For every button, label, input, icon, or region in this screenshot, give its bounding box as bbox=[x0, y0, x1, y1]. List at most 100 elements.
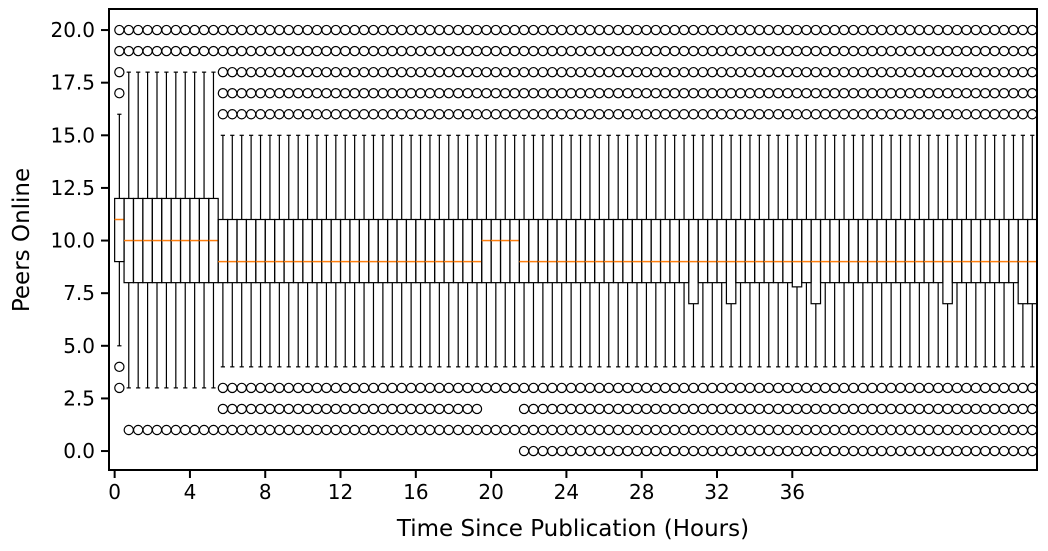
outlier-point bbox=[114, 66, 125, 78]
outlier-point bbox=[274, 88, 285, 99]
box-45.75 bbox=[970, 24, 982, 457]
outlier-point bbox=[820, 45, 831, 57]
box bbox=[358, 218, 370, 284]
outlier-point bbox=[669, 382, 680, 394]
outlier-point bbox=[471, 109, 483, 120]
outlier-point bbox=[500, 424, 511, 436]
outlier-point bbox=[396, 424, 407, 436]
outlier-point bbox=[631, 403, 643, 415]
outlier-point bbox=[735, 66, 746, 78]
outlier-point bbox=[330, 382, 342, 394]
outlier-point bbox=[274, 109, 285, 120]
outlier-point bbox=[782, 109, 793, 120]
outlier-point bbox=[302, 24, 313, 36]
outlier-point bbox=[688, 66, 699, 78]
outlier-point bbox=[688, 109, 699, 120]
outlier-point bbox=[867, 445, 878, 457]
outlier-point bbox=[641, 88, 652, 99]
box-26.75 bbox=[612, 24, 624, 457]
outlier-point bbox=[980, 24, 991, 36]
outlier-point bbox=[923, 45, 934, 57]
x-tick-label: 16 bbox=[403, 480, 428, 504]
outlier-point bbox=[1017, 88, 1029, 99]
outlier-point bbox=[405, 424, 417, 436]
outlier-point bbox=[725, 66, 737, 78]
outlier-point bbox=[575, 45, 586, 57]
outlier-point bbox=[528, 445, 539, 457]
outlier-point bbox=[810, 24, 822, 36]
outlier-point bbox=[302, 66, 313, 78]
box bbox=[339, 218, 351, 284]
outlier-point bbox=[754, 66, 765, 78]
outlier-point bbox=[820, 24, 831, 36]
outlier-point bbox=[782, 382, 793, 394]
outlier-point bbox=[951, 109, 963, 120]
outlier-point bbox=[236, 109, 247, 120]
outlier-point bbox=[424, 88, 436, 99]
outlier-point bbox=[349, 88, 360, 99]
outlier-point bbox=[396, 45, 407, 57]
box bbox=[829, 218, 840, 284]
outlier-point bbox=[565, 45, 577, 57]
outlier-point bbox=[904, 109, 916, 120]
outlier-point bbox=[292, 382, 304, 394]
outlier-point bbox=[424, 45, 436, 57]
outlier-point bbox=[387, 424, 398, 436]
outlier-point bbox=[321, 88, 332, 99]
outlier-point bbox=[867, 382, 878, 394]
box-21.25 bbox=[509, 24, 520, 436]
outlier-point bbox=[857, 109, 869, 120]
outlier-point bbox=[772, 403, 784, 415]
outlier-point bbox=[189, 424, 200, 436]
outlier-point bbox=[340, 45, 351, 57]
outlier-point bbox=[763, 382, 774, 394]
box bbox=[716, 218, 728, 284]
outlier-point bbox=[565, 424, 577, 436]
outlier-point bbox=[603, 424, 614, 436]
outlier-point bbox=[349, 109, 360, 120]
box-12.25 bbox=[339, 24, 351, 436]
box bbox=[706, 218, 718, 284]
x-tick-label: 36 bbox=[780, 480, 805, 504]
outlier-point bbox=[942, 24, 953, 36]
outlier-point bbox=[631, 45, 643, 57]
outlier-point bbox=[707, 24, 718, 36]
outlier-point bbox=[688, 382, 699, 394]
outlier-point bbox=[848, 382, 859, 394]
outlier-point bbox=[923, 109, 934, 120]
box bbox=[782, 218, 793, 284]
outlier-point bbox=[932, 45, 944, 57]
outlier-point bbox=[274, 382, 285, 394]
outlier-point bbox=[914, 45, 925, 57]
outlier-point bbox=[528, 45, 539, 57]
box bbox=[518, 218, 530, 284]
box-5.25 bbox=[208, 24, 219, 436]
x-tick-label: 4 bbox=[184, 480, 197, 504]
outlier-point bbox=[754, 424, 765, 436]
box-1.25 bbox=[132, 24, 144, 436]
outlier-point bbox=[641, 382, 652, 394]
outlier-point bbox=[264, 403, 276, 415]
outlier-point bbox=[236, 45, 247, 57]
outlier-point bbox=[481, 88, 492, 99]
box-44.25 bbox=[942, 24, 953, 457]
y-tick-label: 20.0 bbox=[50, 18, 95, 42]
outlier-point bbox=[518, 45, 530, 57]
outlier-point bbox=[292, 66, 304, 78]
outlier-point bbox=[509, 88, 520, 99]
outlier-point bbox=[340, 424, 351, 436]
outlier-point bbox=[669, 109, 680, 120]
outlier-point bbox=[556, 45, 567, 57]
outlier-point bbox=[669, 88, 680, 99]
box-16.75 bbox=[424, 24, 436, 436]
outlier-point bbox=[895, 403, 906, 415]
outlier-point bbox=[227, 424, 238, 436]
outlier-point bbox=[838, 88, 850, 99]
outlier-point bbox=[942, 445, 953, 457]
outlier-point bbox=[462, 382, 473, 394]
outlier-point bbox=[321, 382, 332, 394]
outlier-point bbox=[358, 45, 370, 57]
outlier-point bbox=[631, 24, 643, 36]
outlier-point bbox=[754, 109, 765, 120]
